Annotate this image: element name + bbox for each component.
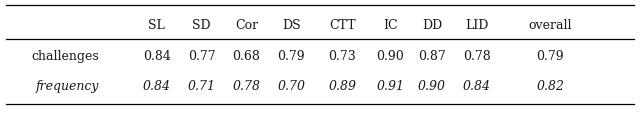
Text: 0.79: 0.79 — [536, 50, 564, 63]
Text: 0.71: 0.71 — [188, 79, 216, 92]
Text: DD: DD — [422, 18, 442, 31]
Text: 0.78: 0.78 — [463, 50, 491, 63]
Text: 0.84: 0.84 — [143, 79, 171, 92]
Text: 0.70: 0.70 — [277, 79, 305, 92]
Text: Cor: Cor — [235, 18, 258, 31]
Text: 0.91: 0.91 — [376, 79, 404, 92]
Text: LID: LID — [465, 18, 488, 31]
Text: 0.90: 0.90 — [418, 79, 446, 92]
Text: 0.79: 0.79 — [277, 50, 305, 63]
Text: SL: SL — [148, 18, 165, 31]
Text: frequency: frequency — [36, 79, 99, 92]
Text: 0.77: 0.77 — [188, 50, 216, 63]
Text: challenges: challenges — [31, 50, 99, 63]
Text: 0.68: 0.68 — [232, 50, 260, 63]
Text: 0.87: 0.87 — [418, 50, 446, 63]
Text: 0.89: 0.89 — [328, 79, 356, 92]
Text: 0.84: 0.84 — [463, 79, 491, 92]
Text: 0.78: 0.78 — [232, 79, 260, 92]
Text: 0.84: 0.84 — [143, 50, 171, 63]
Text: SD: SD — [192, 18, 211, 31]
Text: CTT: CTT — [329, 18, 356, 31]
Text: DS: DS — [282, 18, 301, 31]
Text: 0.90: 0.90 — [376, 50, 404, 63]
Text: 0.82: 0.82 — [536, 79, 564, 92]
Text: 0.73: 0.73 — [328, 50, 356, 63]
Text: overall: overall — [529, 18, 572, 31]
Text: IC: IC — [383, 18, 397, 31]
